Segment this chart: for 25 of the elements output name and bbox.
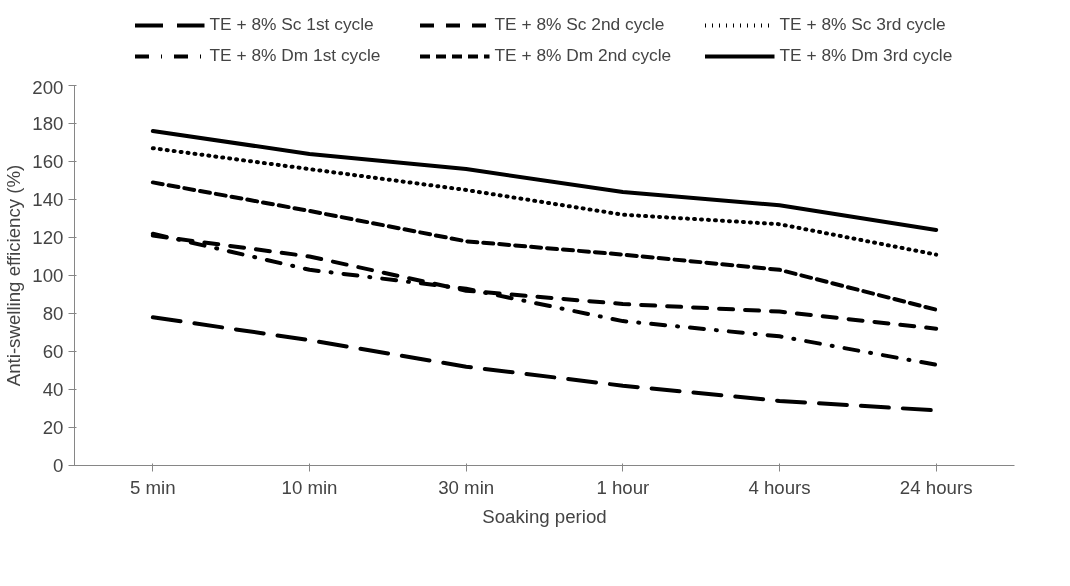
legend-label: TE + 8% Sc 2nd cycle [494, 14, 666, 35]
legend-label: TE + 8% Sc 3rd cycle [779, 14, 947, 35]
legend-label: TE + 8% Sc 1st cycle [209, 14, 375, 35]
x-tick-label: 1 hour [596, 476, 650, 498]
x-tick-label: 30 min [438, 476, 495, 498]
y-tick-label: 100 [32, 265, 64, 286]
y-tick-label: 200 [32, 76, 64, 98]
x-tick-label: 4 hours [748, 476, 811, 498]
y-tick-label: 40 [42, 379, 64, 400]
x-tick-label: 24 hours [899, 476, 973, 498]
x-tick-label: 5 min [130, 476, 176, 498]
legend-label: TE + 8% Dm 1st cycle [209, 45, 382, 66]
y-tick-label: 0 [53, 455, 64, 476]
x-axis-title: Soaking period [482, 505, 607, 527]
legend-label: TE + 8% Dm 2nd cycle [494, 45, 673, 66]
y-tick-label: 120 [32, 227, 64, 248]
y-tick-label: 180 [32, 113, 64, 134]
y-tick-label: 140 [32, 189, 64, 210]
y-tick-label: 160 [32, 151, 64, 172]
x-tick-label: 10 min [281, 476, 338, 498]
y-axis-title: Anti-swelling efficiency (%) [3, 164, 25, 387]
y-tick-label: 80 [42, 303, 64, 324]
y-tick-label: 60 [42, 341, 64, 362]
y-tick-label: 20 [42, 417, 64, 438]
legend-label: TE + 8% Dm 3rd cycle [779, 45, 954, 66]
